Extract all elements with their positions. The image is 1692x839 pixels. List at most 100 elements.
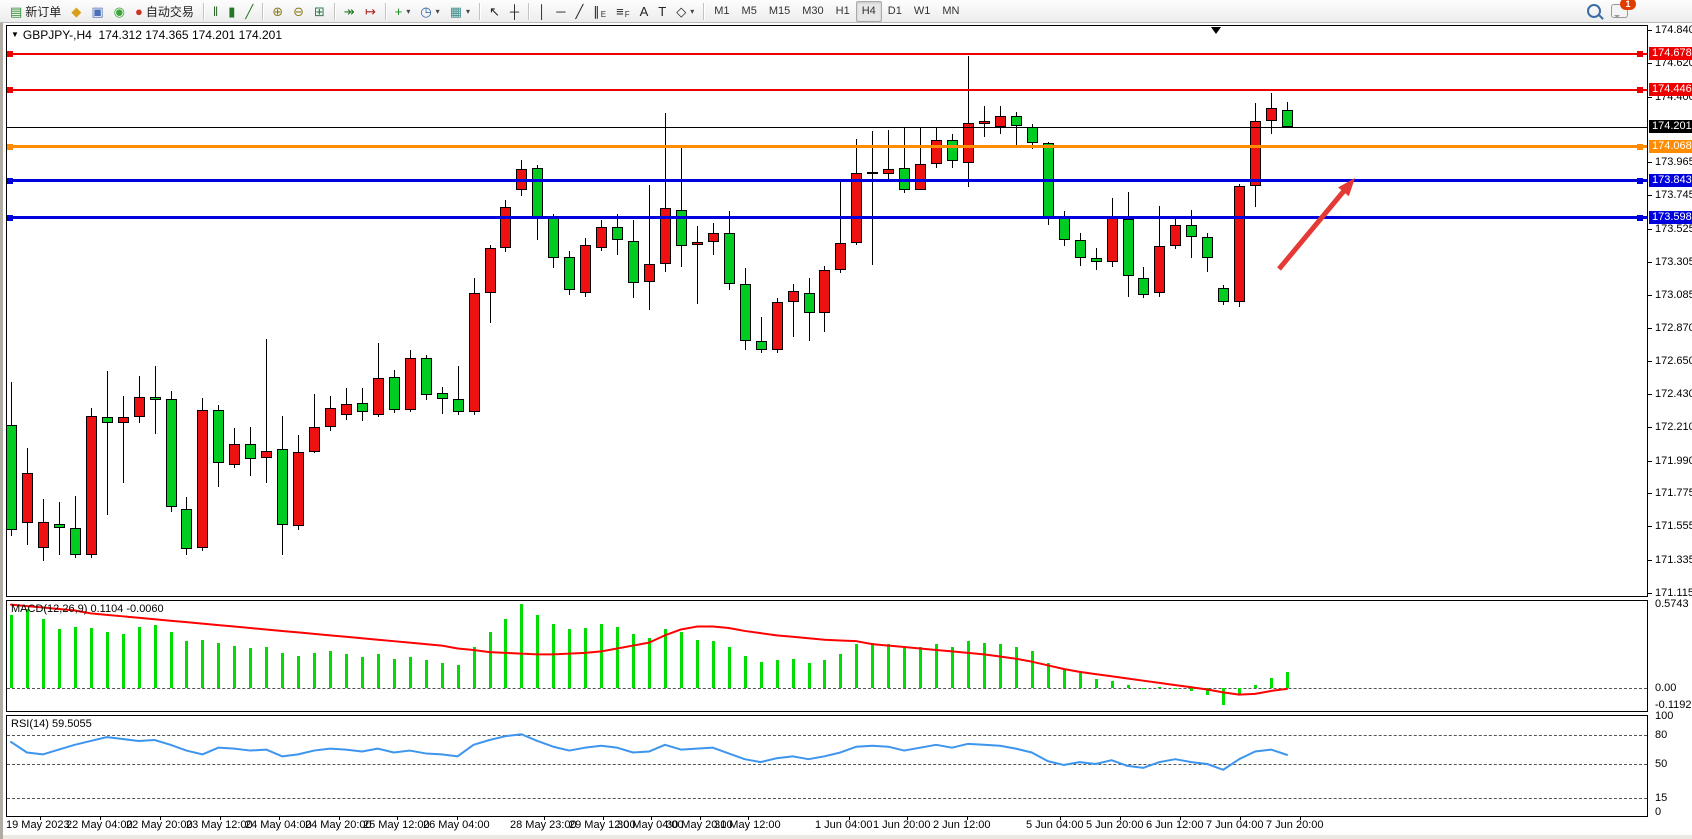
macd-histogram-bar — [536, 614, 540, 688]
text-label-icon[interactable]: T — [653, 1, 671, 22]
timeframe-h1[interactable]: H1 — [835, 4, 850, 17]
candle — [500, 206, 512, 248]
timeframe-mn[interactable]: MN — [942, 4, 960, 17]
time-axis-label: 2 Jun 12:00 — [933, 819, 991, 831]
price-line-handle[interactable] — [1637, 214, 1643, 221]
macd-histogram-bar — [951, 647, 955, 688]
price-axis-tick — [1648, 295, 1652, 297]
timeframe-m1[interactable]: M1 — [714, 4, 730, 17]
chart-profile-icon[interactable]: ▣ — [86, 1, 108, 22]
candlestick-chart-icon[interactable]: ▮ — [223, 1, 240, 22]
notifications-button[interactable]: 1 — [1611, 0, 1636, 18]
timeframe-m30[interactable]: M30 — [802, 4, 824, 17]
periods-button-dropdown-icon[interactable]: ▾ — [435, 6, 440, 16]
tile-windows-icon[interactable]: ⊞ — [309, 1, 330, 22]
candle-wick — [441, 387, 443, 414]
price-line-handle[interactable] — [7, 86, 13, 93]
candle — [1186, 224, 1198, 238]
shapes-button[interactable]: ◇ ▾ — [671, 1, 699, 22]
price-line-handle[interactable] — [1637, 177, 1643, 184]
trendline-icon: ╱ — [575, 3, 584, 19]
macd-histogram-bar — [137, 626, 141, 688]
new-order-button[interactable]: ▤ 新订单 — [5, 1, 66, 22]
candle-wick — [74, 496, 76, 559]
chart-shift-icon[interactable]: ↦ — [360, 1, 381, 22]
timeframe-m5[interactable]: M5 — [741, 4, 757, 17]
price-axis-label: 172.870 — [1655, 321, 1692, 334]
horizontal-line-icon[interactable]: ─ — [551, 1, 570, 22]
candle — [1154, 246, 1166, 293]
rsi-axis-label: 80 — [1655, 729, 1668, 742]
crosshair-icon[interactable]: ┼ — [505, 1, 524, 22]
macd-histogram-bar — [807, 663, 811, 688]
price-line-handle[interactable] — [7, 177, 13, 184]
price-axis-tick — [1648, 360, 1652, 362]
templates-button-dropdown-icon[interactable]: ▾ — [465, 6, 470, 16]
price-line-handle[interactable] — [1637, 143, 1643, 150]
time-axis-tick — [1300, 817, 1301, 820]
vertical-line-icon[interactable]: │ — [533, 1, 551, 22]
candle — [436, 393, 448, 399]
candle — [1234, 186, 1246, 303]
auto-scroll-icon[interactable]: ↠ — [339, 1, 360, 22]
candle — [6, 425, 17, 531]
equidistant-channel-icon[interactable]: ∥ E — [588, 1, 611, 22]
rsi-level-line — [7, 764, 1647, 765]
price-axis-label: 172.430 — [1655, 388, 1692, 401]
price-line-173.598[interactable] — [7, 216, 1647, 220]
periods-button[interactable]: ◷ ▾ — [415, 1, 444, 22]
paint-bucket-icon[interactable]: ◆ — [66, 1, 86, 22]
macd-histogram-bar — [249, 648, 253, 688]
price-line-handle[interactable] — [7, 143, 13, 150]
templates-button[interactable]: ▦ ▾ — [445, 1, 475, 22]
price-line-handle[interactable] — [7, 51, 13, 58]
price-axis-label: 171.775 — [1655, 487, 1692, 500]
candle — [819, 270, 831, 313]
macd-histogram-bar — [520, 603, 524, 688]
search-icon[interactable] — [1587, 4, 1601, 18]
macd-histogram-bar — [568, 629, 572, 688]
cursor-icon[interactable]: ↖ — [484, 1, 505, 22]
shapes-button-dropdown-icon[interactable]: ▾ — [690, 6, 695, 16]
zoom-in-icon[interactable]: ⊕ — [267, 1, 288, 22]
time-axis-label: 5 Jun 20:00 — [1086, 819, 1144, 831]
timeframe-h4[interactable]: H4 — [855, 0, 882, 22]
indicators-button[interactable]: + ▾ — [390, 1, 416, 22]
candle-wick — [154, 365, 156, 434]
price-axis-label: 171.335 — [1655, 553, 1692, 566]
fibonacci-icon[interactable]: ≡ F — [611, 1, 634, 22]
macd-pane[interactable] — [6, 600, 1648, 712]
equidistant-channel-icon: ∥ — [593, 3, 600, 19]
timeframe-w1[interactable]: W1 — [913, 4, 931, 17]
chart-shift-marker[interactable] — [1211, 27, 1221, 39]
price-line-handle[interactable] — [1637, 86, 1643, 93]
zoom-out-icon[interactable]: ⊖ — [288, 1, 309, 22]
autotrade-button[interactable]: ● 自动交易 — [130, 1, 199, 22]
bar-chart-icon[interactable]: ‖ — [208, 1, 223, 22]
time-axis-tick — [907, 817, 908, 820]
price-line-174.068[interactable] — [7, 145, 1647, 149]
price-line-173.843[interactable] — [7, 179, 1647, 183]
candle — [707, 232, 719, 242]
macd-histogram-bar — [1174, 688, 1178, 689]
rsi-axis-label: 0 — [1655, 806, 1662, 818]
collapse-quote-panel-icon[interactable]: ▼ — [11, 30, 19, 39]
text-icon[interactable]: A — [635, 1, 654, 22]
price-line-handle[interactable] — [1637, 51, 1643, 58]
timeframe-m15[interactable]: M15 — [768, 4, 791, 17]
signal-icon[interactable]: ◉ — [109, 1, 130, 22]
line-chart-icon[interactable]: ╱ — [240, 1, 258, 22]
price-line-handle[interactable] — [7, 214, 13, 221]
text-label-icon: T — [658, 3, 667, 19]
time-axis-label: 7 Jun 20:00 — [1266, 819, 1324, 831]
trendline-icon[interactable]: ╱ — [570, 1, 588, 22]
macd-histogram-bar — [25, 608, 29, 688]
indicators-button-dropdown-icon[interactable]: ▾ — [406, 6, 411, 16]
candle-wick — [696, 226, 698, 304]
macd-histogram-bar — [344, 654, 348, 688]
timeframe-d1[interactable]: D1 — [887, 4, 902, 17]
candle — [851, 172, 863, 244]
price-line-174.678[interactable] — [7, 53, 1647, 56]
rsi-pane[interactable] — [6, 715, 1648, 817]
price-line-174.446[interactable] — [7, 88, 1647, 91]
